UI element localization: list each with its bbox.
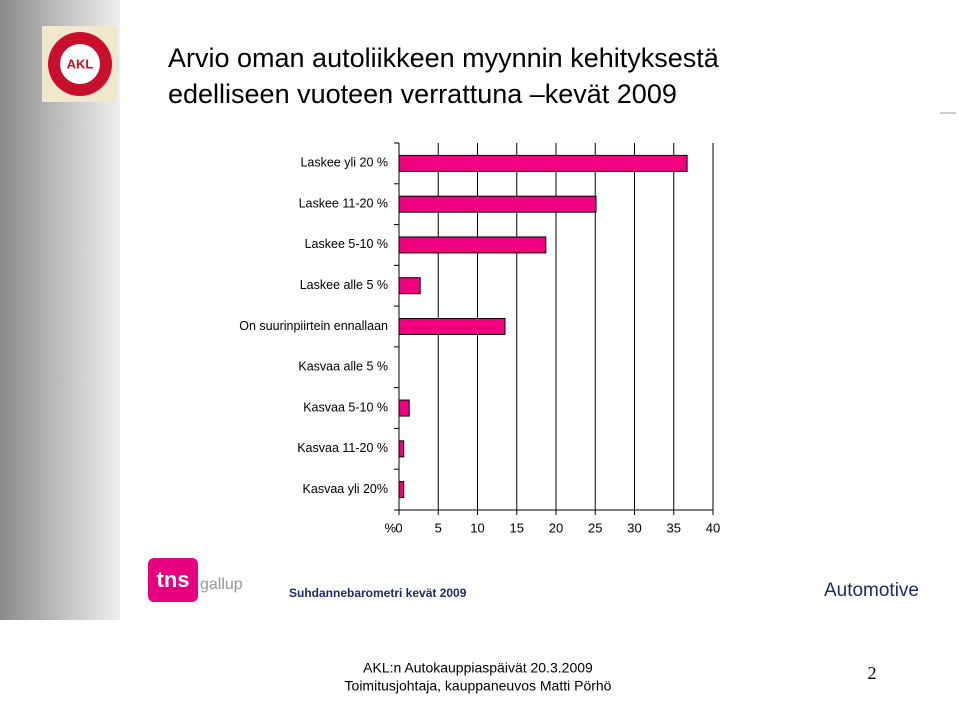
x-tick-label: 40	[706, 520, 720, 535]
x-tick-label: 10	[470, 520, 484, 535]
x-tick-label: 25	[588, 520, 602, 535]
bar	[398, 277, 421, 295]
y-tick-label: Laskee 11-20 %	[299, 196, 388, 210]
x-tick-label: 5	[435, 520, 442, 535]
bar	[398, 154, 688, 172]
tns-logo: tns gallup	[148, 558, 243, 602]
panel	[120, 8, 959, 620]
y-tick-label: Kasvaa 11-20 %	[297, 441, 388, 455]
brand-label: Automotive	[824, 580, 919, 601]
bar	[398, 318, 506, 335]
x-tick-label: 20	[549, 520, 563, 535]
y-tick-label: Laskee alle 5 %	[300, 278, 388, 292]
akl-text: AKL	[67, 56, 94, 71]
x-tick-label: 30	[627, 520, 641, 535]
title-line: edelliseen vuoteen verrattuna –kevät 200…	[168, 79, 677, 109]
y-tick-label: On suurinpiirtein ennallaan	[239, 319, 388, 333]
y-tick-label: Kasvaa yli 20%	[303, 482, 388, 496]
speaker-label: Toimitusjohtaja, kauppaneuvos Matti Pörh…	[345, 678, 612, 694]
bar	[398, 236, 547, 254]
akl-logo: AKL	[42, 26, 118, 102]
gallup-text: gallup	[200, 576, 243, 593]
bar	[398, 440, 405, 458]
x-tick-label: 15	[510, 520, 524, 535]
chart: 0 5 10 15 20 25 30 35 40% Laskee yli 20 % Laskee 1…	[239, 142, 720, 535]
x-axis-label: %	[384, 520, 396, 535]
x-tick-label: 0	[395, 520, 402, 535]
bar	[398, 481, 405, 499]
bar	[398, 399, 410, 417]
x-tick-label: 35	[667, 520, 681, 535]
page-number: 2	[868, 663, 877, 683]
tns-text: tns	[157, 567, 190, 592]
photo	[0, 0, 120, 620]
y-tick-label: Kasvaa alle 5 %	[298, 360, 388, 374]
y-tick-label: Kasvaa 5-10 %	[303, 400, 388, 414]
y-tick-label: Laskee 5-10 %	[305, 237, 388, 251]
event-label: AKL:n Autokauppiaspäivät 20.3.2009	[363, 660, 593, 676]
y-tick-label: Laskee yli 20 %	[300, 156, 388, 170]
bar	[398, 195, 597, 213]
survey-label: Suhdannebarometri kevät 2009	[289, 586, 467, 600]
title-line: Arvio oman autoliikkeen myynnin kehityks…	[168, 43, 720, 73]
